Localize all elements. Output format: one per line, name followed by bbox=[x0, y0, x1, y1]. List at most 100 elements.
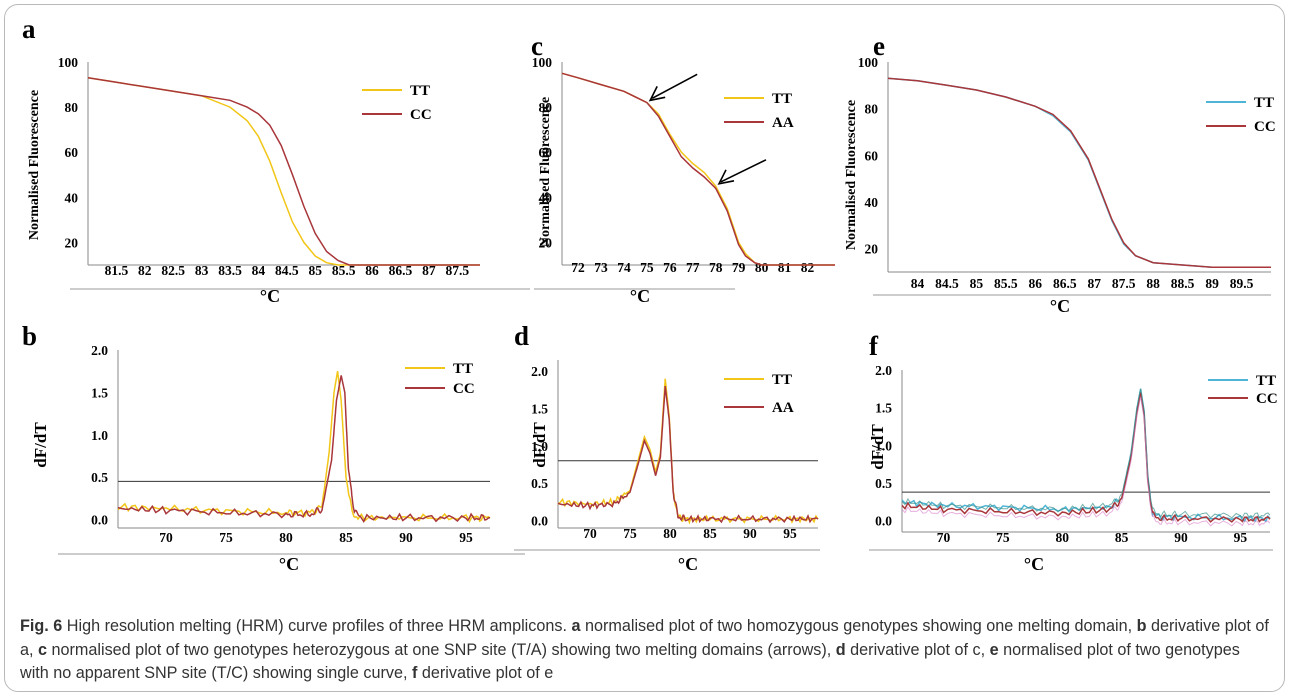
x-axis-title: °C bbox=[279, 554, 299, 574]
series-line-aa bbox=[561, 72, 835, 266]
series-line-tt bbox=[901, 388, 1271, 523]
annotation-arrow-1 bbox=[648, 73, 698, 102]
chart-panel-b: b 0.0 0.5 1.0 1.5 2.0 70 75 80 85 90 95 °C dF/dT TT CC bbox=[22, 321, 525, 574]
y-tick-label: 2.0 bbox=[531, 364, 548, 379]
y-tick-label: 20 bbox=[65, 235, 79, 250]
x-tick-label: 85.5 bbox=[994, 276, 1018, 291]
y-tick-label: 1.0 bbox=[91, 428, 108, 443]
legend-label-tt: TT bbox=[772, 91, 792, 107]
x-tick-label: 95 bbox=[1234, 530, 1248, 545]
legend-label-aa: AA bbox=[772, 400, 794, 416]
x-tick-label: 80 bbox=[663, 526, 677, 541]
chart-panel-a: a 20 40 60 80 100 81.5 82 82.5 83 83.5 84 84.5 85 85.5… bbox=[22, 14, 530, 306]
x-axis-title: °C bbox=[260, 286, 280, 306]
y-axis-title: Normalised Fluorescence bbox=[27, 90, 42, 240]
caption-letter-e: e bbox=[989, 640, 999, 659]
caption-letter-c: c bbox=[38, 640, 48, 659]
y-tick-label: 0.5 bbox=[91, 470, 108, 485]
legend-label-cc: CC bbox=[1254, 119, 1276, 135]
x-tick-label: 76 bbox=[663, 260, 677, 275]
x-tick-label: 75 bbox=[623, 526, 637, 541]
chart-panel-e: e 20 40 60 80 100 84 84.5 85 85.5 86 86.5 87 87.5 88 88… bbox=[844, 31, 1276, 316]
caption-segments: a normalised plot of two homozygous geno… bbox=[20, 617, 1269, 682]
y-tick-label: 1.0 bbox=[875, 438, 892, 453]
series-line-aa bbox=[557, 386, 819, 524]
x-tick-label: 90 bbox=[1174, 530, 1188, 545]
x-tick-label: 85 bbox=[703, 526, 717, 541]
caption-text-c: normalised plot of two genotypes heteroz… bbox=[47, 640, 836, 659]
x-tick-label: 80 bbox=[1056, 530, 1070, 545]
chart-panel-d: d 0.0 0.5 1.0 1.5 2.0 70 75 80 85 90 95 °C dF/dT TT AA bbox=[514, 321, 820, 574]
figure-frame bbox=[4, 4, 1285, 692]
x-tick-label: 70 bbox=[583, 526, 597, 541]
annotation-arrow-2 bbox=[717, 159, 767, 185]
panel-letter-b: b bbox=[22, 321, 37, 351]
y-axis-title: dF/dT bbox=[31, 422, 50, 468]
panel-letter-d: d bbox=[514, 321, 529, 351]
y-tick-label: 20 bbox=[865, 242, 879, 257]
legend-label-aa: AA bbox=[772, 115, 794, 131]
series-line-tt bbox=[117, 371, 491, 524]
x-axis-title: °C bbox=[630, 286, 650, 306]
x-tick-label: 87.5 bbox=[1112, 276, 1136, 291]
y-axis-title: dF/dT bbox=[868, 424, 887, 470]
legend-label-tt: TT bbox=[1256, 373, 1276, 389]
panel-letter-a: a bbox=[22, 14, 36, 44]
x-tick-label: 88.5 bbox=[1171, 276, 1195, 291]
y-tick-label: 0.0 bbox=[531, 514, 548, 529]
y-tick-label: 0.5 bbox=[875, 476, 892, 491]
x-tick-label: 85 bbox=[970, 276, 984, 291]
chart-panel-c: c 20 40 60 80 100 72 73 74 75 76 77 78 79 80 81 82 °C Norm… bbox=[531, 31, 835, 306]
x-tick-label: 84.5 bbox=[275, 263, 299, 278]
legend-label-cc: CC bbox=[453, 381, 475, 397]
x-tick-label: 75 bbox=[219, 530, 233, 545]
x-tick-label: 82 bbox=[801, 260, 815, 275]
series-line-teal-overlay bbox=[901, 388, 1271, 519]
series-line-cc bbox=[117, 375, 491, 524]
y-tick-label: 40 bbox=[65, 190, 79, 205]
y-tick-label: 80 bbox=[539, 100, 553, 115]
x-tick-label: 82.5 bbox=[161, 263, 185, 278]
legend-label-tt: TT bbox=[453, 361, 473, 377]
panel-letter-c: c bbox=[531, 31, 543, 61]
caption-fig-label: Fig. 6 bbox=[20, 617, 63, 635]
x-tick-label: 87.5 bbox=[445, 263, 469, 278]
x-tick-label: 72 bbox=[571, 260, 585, 275]
x-tick-label: 89.5 bbox=[1230, 276, 1254, 291]
x-tick-label: 86 bbox=[1029, 276, 1043, 291]
x-tick-label: 78 bbox=[709, 260, 723, 275]
caption-text-d: derivative plot of c, bbox=[845, 640, 990, 659]
y-tick-label: 80 bbox=[865, 102, 879, 117]
caption-text-f: derivative plot of e bbox=[417, 664, 554, 682]
y-tick-label: 0.5 bbox=[531, 476, 548, 491]
x-tick-label: 87 bbox=[1087, 276, 1101, 291]
series-line-tt bbox=[87, 77, 480, 266]
y-tick-label: 60 bbox=[65, 145, 79, 160]
x-axis-title: °C bbox=[1050, 296, 1070, 316]
caption-text-e: normalised plot of two genotypes with no… bbox=[20, 640, 1240, 683]
y-tick-label: 0.0 bbox=[875, 514, 892, 529]
x-tick-label: 95 bbox=[783, 526, 797, 541]
x-tick-label: 70 bbox=[159, 530, 173, 545]
y-tick-label: 2.0 bbox=[875, 363, 892, 378]
series-line-cc bbox=[87, 77, 480, 266]
legend-label-tt: TT bbox=[410, 83, 430, 99]
y-tick-label: 2.0 bbox=[91, 343, 108, 358]
y-tick-label: 1.5 bbox=[875, 401, 892, 416]
x-tick-label: 82 bbox=[138, 263, 152, 278]
x-tick-label: 90 bbox=[743, 526, 757, 541]
caption-text-a: normalised plot of two homozygous genoty… bbox=[580, 617, 1137, 635]
x-tick-label: 73 bbox=[594, 260, 608, 275]
y-tick-label: 100 bbox=[858, 55, 879, 70]
y-tick-label: 40 bbox=[865, 195, 879, 210]
x-tick-label: 80 bbox=[279, 530, 293, 545]
x-tick-label: 70 bbox=[937, 530, 951, 545]
x-tick-label: 90 bbox=[399, 530, 413, 545]
x-tick-label: 88 bbox=[1146, 276, 1160, 291]
x-axis-title: °C bbox=[1024, 554, 1044, 574]
panel-letter-e: e bbox=[873, 31, 885, 61]
x-tick-label: 87 bbox=[422, 263, 436, 278]
y-tick-label: 0.0 bbox=[91, 513, 108, 528]
caption-title: High resolution melting (HRM) curve prof… bbox=[62, 617, 572, 635]
